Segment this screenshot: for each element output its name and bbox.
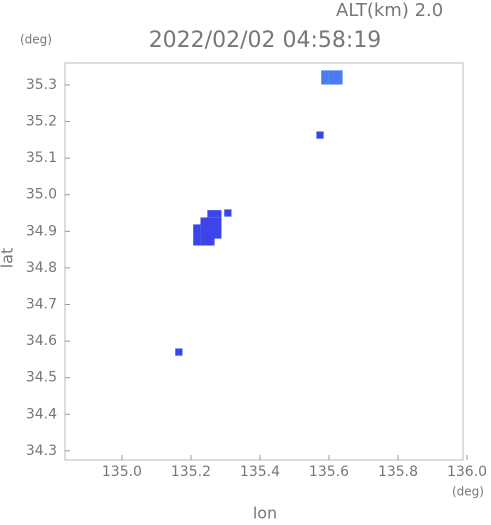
chart-title: 2022/02/02 04:58:19 [149, 28, 382, 53]
echo-cell [335, 70, 343, 78]
echo-cell [200, 238, 208, 246]
echo-cell [200, 231, 208, 239]
echo-cell [214, 231, 222, 239]
x-tick-label: 135.4 [240, 464, 280, 480]
y-tick-label: 35.2 [26, 114, 57, 130]
echo-cell [200, 217, 208, 225]
echo-cell [316, 131, 324, 139]
echo-cell [200, 224, 208, 232]
echo-cell [207, 238, 215, 246]
y-tick-label: 35.0 [26, 187, 57, 203]
y-tick-label: 34.8 [26, 260, 57, 276]
echo-cell [321, 77, 329, 85]
y-tick-label: 34.5 [26, 370, 57, 386]
y-tick-label: 35.3 [26, 77, 57, 93]
y-tick-label: 34.9 [26, 223, 57, 239]
echo-cell [193, 224, 201, 232]
echo-cell [207, 217, 215, 225]
echo-cell [328, 70, 336, 78]
echo-cell [207, 210, 215, 218]
echo-cell [214, 224, 222, 232]
echo-cell [214, 217, 222, 225]
echo-cell [328, 77, 336, 85]
x-tick-label: 135.2 [171, 464, 211, 480]
echo-cell [207, 224, 215, 232]
echo-cell [175, 348, 183, 356]
x-tick-label: 136.0 [447, 464, 487, 480]
plot-frame [64, 62, 464, 461]
y-tick-label: 35.1 [26, 150, 57, 166]
x-unit: (deg) [452, 485, 484, 499]
echo-cell [207, 231, 215, 239]
y-axis-label: lat [0, 248, 17, 269]
y-tick-label: 34.4 [26, 406, 57, 422]
echo-cell [335, 77, 343, 85]
echo-cell [193, 231, 201, 239]
x-tick-label: 135.6 [309, 464, 349, 480]
y-tick-label: 34.6 [26, 333, 57, 349]
echo-cell [224, 209, 232, 217]
altitude-label: ALT(km) 2.0 [336, 0, 443, 21]
y-tick-label: 34.3 [26, 443, 57, 459]
x-axis-label: lon [253, 504, 277, 522]
x-tick-label: 135.0 [102, 464, 142, 480]
echo-cell [214, 210, 222, 218]
echo-cell [193, 238, 201, 246]
x-tick-label: 135.8 [378, 464, 418, 480]
y-unit: (deg) [20, 33, 52, 47]
echo-cell [321, 70, 329, 78]
y-tick-label: 34.7 [26, 296, 57, 312]
